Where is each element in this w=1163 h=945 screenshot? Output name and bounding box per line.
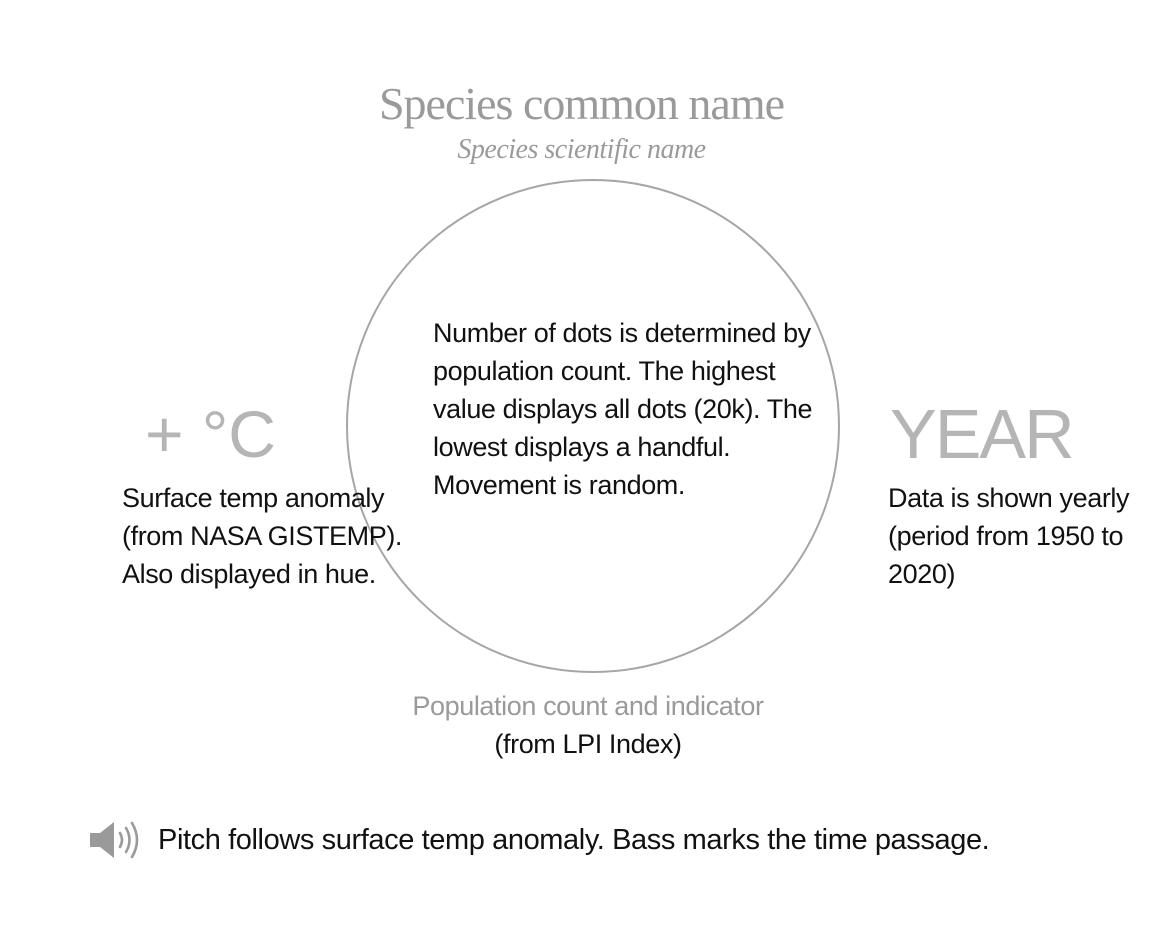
temperature-description: Surface temp anomaly (from NASA GISTEMP)…: [122, 483, 403, 589]
species-common-name: Species common name: [378, 78, 785, 129]
population-dots-circle: [346, 179, 840, 673]
temperature-symbol: + °C: [145, 397, 276, 471]
population-label: Population count and indicator: [412, 691, 764, 721]
audio-description: Pitch follows surface temp anomaly. Bass…: [158, 824, 990, 856]
speaker-icon: [90, 821, 139, 859]
audio-legend: Pitch follows surface temp anomaly. Bass…: [88, 816, 990, 864]
year-label: YEAR: [890, 395, 1075, 473]
population-source: (from LPI Index): [494, 729, 682, 759]
species-scientific-name: Species scientific name: [457, 134, 706, 165]
year-description: Data is shown yearly (period from 1950 t…: [888, 483, 1130, 589]
dots-description: Number of dots is determined by populati…: [433, 318, 813, 500]
